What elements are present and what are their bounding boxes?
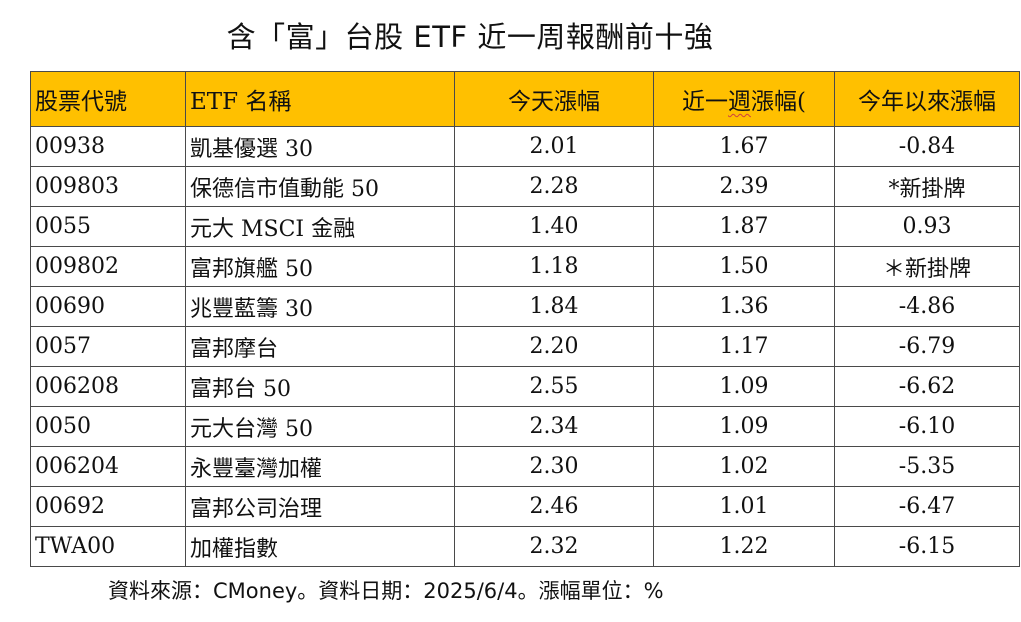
cell-today-change: 2.28: [454, 166, 654, 207]
table-row: 006208 富邦台 50 2.55 1.09 -6.62: [30, 366, 1020, 407]
cell-stock-code: 0057: [30, 326, 186, 367]
cell-ytd-change: -4.86: [834, 286, 1020, 327]
cell-week-change: 1.67: [653, 126, 835, 167]
cell-etf-name: 加權指數: [185, 526, 455, 567]
header-ytd-change: 今年以來漲幅: [834, 71, 1020, 127]
cell-etf-name: 富邦旗艦 50: [185, 246, 455, 287]
cell-ytd-change: ＊新掛牌: [834, 246, 1020, 287]
cell-ytd-change: -0.84: [834, 126, 1020, 167]
cell-week-change: 1.09: [653, 366, 835, 407]
cell-week-change: 1.09: [653, 406, 835, 447]
table-body: 00938 凱基優選 30 2.01 1.67 -0.84 009803 保德信…: [30, 126, 1020, 567]
cell-stock-code: 0055: [30, 206, 186, 247]
cell-stock-code: 006204: [30, 446, 186, 487]
cell-week-change: 1.22: [653, 526, 835, 567]
table-row: 00938 凱基優選 30 2.01 1.67 -0.84: [30, 126, 1020, 167]
cell-stock-code: 0050: [30, 406, 186, 447]
cell-today-change: 2.32: [454, 526, 654, 567]
cell-today-change: 2.55: [454, 366, 654, 407]
cell-etf-name: 凱基優選 30: [185, 126, 455, 167]
header-week-change-prefix: 近一: [682, 89, 728, 115]
cell-week-change: 1.87: [653, 206, 835, 247]
cell-etf-name: 永豐臺灣加權: [185, 446, 455, 487]
cell-etf-name: 保德信市值動能 50: [185, 166, 455, 207]
cell-today-change: 2.01: [454, 126, 654, 167]
cell-etf-name: 兆豐藍籌 30: [185, 286, 455, 327]
header-stock-code: 股票代號: [30, 71, 186, 127]
table-header: 股票代號 ETF 名稱 今天漲幅 近一週漲幅( 今年以來漲幅: [30, 71, 1020, 127]
table-row: 0050 元大台灣 50 2.34 1.09 -6.10: [30, 406, 1020, 447]
table-row: 00692 富邦公司治理 2.46 1.01 -6.47: [30, 486, 1020, 527]
table-row: 0055 元大 MSCI 金融 1.40 1.87 0.93: [30, 206, 1020, 247]
table-row: 009803 保德信市值動能 50 2.28 2.39 *新掛牌: [30, 166, 1020, 207]
header-etf-name: ETF 名稱: [185, 71, 455, 127]
cell-stock-code: 00690: [30, 286, 186, 327]
header-week-change-suffix: 漲幅(: [751, 89, 806, 115]
cell-today-change: 2.20: [454, 326, 654, 367]
cell-stock-code: 00692: [30, 486, 186, 527]
table-row: 006204 永豐臺灣加權 2.30 1.02 -5.35: [30, 446, 1020, 487]
source-footnote: 資料來源：CMoney。資料日期：2025/6/4。漲幅單位：%: [108, 579, 664, 603]
cell-etf-name: 富邦摩台: [185, 326, 455, 367]
cell-ytd-change: *新掛牌: [834, 166, 1020, 207]
cell-today-change: 2.46: [454, 486, 654, 527]
cell-ytd-change: -5.35: [834, 446, 1020, 487]
cell-today-change: 1.84: [454, 286, 654, 327]
cell-stock-code: 009803: [30, 166, 186, 207]
cell-week-change: 1.02: [653, 446, 835, 487]
cell-ytd-change: -6.47: [834, 486, 1020, 527]
cell-ytd-change: 0.93: [834, 206, 1020, 247]
cell-ytd-change: -6.62: [834, 366, 1020, 407]
cell-today-change: 2.30: [454, 446, 654, 487]
cell-ytd-change: -6.79: [834, 326, 1020, 367]
cell-etf-name: 元大 MSCI 金融: [185, 206, 455, 247]
header-week-change: 近一週漲幅(: [653, 71, 835, 127]
cell-etf-name: 富邦台 50: [185, 366, 455, 407]
cell-week-change: 1.01: [653, 486, 835, 527]
cell-today-change: 1.18: [454, 246, 654, 287]
table-row: 009802 富邦旗艦 50 1.18 1.50 ＊新掛牌: [30, 246, 1020, 287]
page-title: 含「富」台股 ETF 近一周報酬前十強: [226, 20, 714, 54]
header-today-change: 今天漲幅: [454, 71, 654, 127]
table-row: 0057 富邦摩台 2.20 1.17 -6.79: [30, 326, 1020, 367]
cell-stock-code: 00938: [30, 126, 186, 167]
etf-ranking-table: 股票代號 ETF 名稱 今天漲幅 近一週漲幅( 今年以來漲幅 00938 凱基優…: [30, 71, 1020, 567]
cell-stock-code: 009802: [30, 246, 186, 287]
cell-week-change: 1.17: [653, 326, 835, 367]
cell-stock-code: TWA00: [30, 526, 186, 567]
cell-ytd-change: -6.10: [834, 406, 1020, 447]
cell-week-change: 1.36: [653, 286, 835, 327]
cell-today-change: 1.40: [454, 206, 654, 247]
header-row: 股票代號 ETF 名稱 今天漲幅 近一週漲幅( 今年以來漲幅: [30, 71, 1020, 127]
cell-stock-code: 006208: [30, 366, 186, 407]
cell-today-change: 2.34: [454, 406, 654, 447]
header-week-change-underlined: 週: [728, 89, 751, 115]
cell-ytd-change: -6.15: [834, 526, 1020, 567]
table-row: 00690 兆豐藍籌 30 1.84 1.36 -4.86: [30, 286, 1020, 327]
table-row: TWA00 加權指數 2.32 1.22 -6.15: [30, 526, 1020, 567]
cell-week-change: 2.39: [653, 166, 835, 207]
cell-etf-name: 元大台灣 50: [185, 406, 455, 447]
cell-etf-name: 富邦公司治理: [185, 486, 455, 527]
cell-week-change: 1.50: [653, 246, 835, 287]
